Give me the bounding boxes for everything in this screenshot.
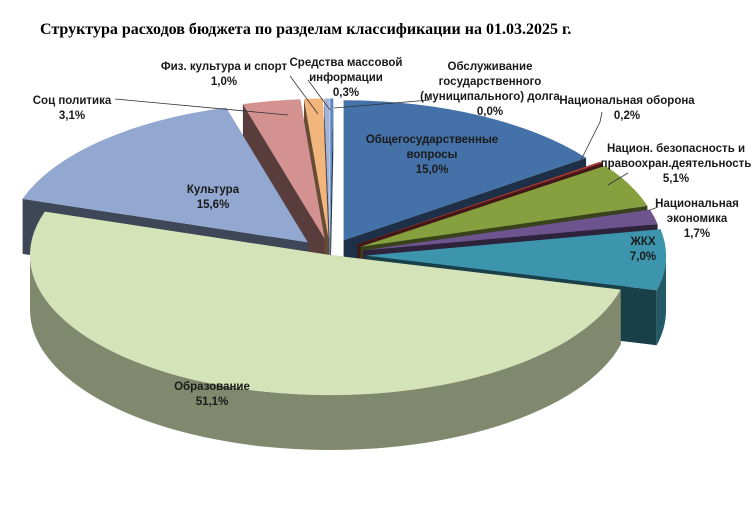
slice-label: Культура 15,6% [187,184,240,211]
slice-value-label: 51,1% [196,396,229,408]
labels-layer: Общегосударственные вопросы 15,0% Националь… [33,57,752,408]
slice-top [242,99,325,239]
slice-rim [29,255,621,451]
chart-title: Структура расходов бюджета по разделам к… [40,21,571,38]
slice-rim [656,255,667,346]
slice-name-label: экономика [667,213,728,225]
slice-label: Образование 51,1% [174,381,250,408]
slice-name-label: государственного [439,76,542,88]
label-leader-line [649,206,659,211]
slice-label: ЖКХ 7,0% [629,236,656,263]
slice-name-label: информации [309,72,383,84]
slice-name-label: Национальная [655,198,739,210]
slice-value-label: 15,6% [197,199,230,211]
pie-slice [29,211,621,451]
slice-name-label: Общегосударственные [366,134,498,146]
slice-value-label: 5,1% [663,173,689,185]
slice-name-label: Соц политика [33,95,112,107]
slice-value-label: 0,3% [333,87,359,99]
label-leader-line [114,98,289,116]
slice-top [29,211,621,396]
slice-value-label: 1,7% [684,228,710,240]
slice-top [343,100,587,241]
slice-name-label: (муниципального) долга [420,91,560,103]
label-leader-line [333,99,431,109]
pie-slice [330,98,334,294]
slice-label: Соц политика 3,1% [33,95,112,122]
slice-name-label: Национальная оборона [559,95,695,107]
slice-side-wall [330,98,334,294]
label-leader-line [289,75,319,115]
slice-label: Общегосударственные вопросы 15,0% [366,134,498,176]
label-leader-line [579,111,603,163]
slice-top [330,98,334,239]
slice-top [304,98,329,239]
slice-value-label: 1,0% [211,76,237,88]
slice-name-label: Физ. культура и спорт [161,61,288,73]
slice-top [365,229,666,291]
slice-name-label: Образование [174,381,250,393]
slice-top [360,165,648,247]
slice-label: Национальная экономика 1,7% [655,198,739,240]
slice-name-label: ЖКХ [629,236,655,248]
slice-value-label: 0,0% [477,106,503,118]
slice-label: Обслуживание государственного (муниципальн… [420,61,560,118]
slice-label: Средства массовой информации 0,3% [290,57,403,99]
slice-label: Национ. безопасность и правоохран.деятель… [601,143,752,185]
label-leader-line [307,79,331,111]
slice-value-label: 15,0% [416,164,449,176]
slice-label: Национальная оборона 0,2% [559,95,695,122]
slice-name-label: вопросы [406,149,457,161]
slice-label: Физ. культура и спорт 1,0% [161,61,288,88]
label-leader-line [607,172,629,186]
slice-name-label: Культура [187,184,240,196]
slice-top [362,209,658,251]
slice-value-label: 7,0% [630,251,656,263]
slice-value-label: 0,2% [614,110,640,122]
slice-name-label: Средства массовой [290,57,403,69]
slice-top [357,161,603,245]
slice-value-label: 3,1% [59,110,85,122]
slice-top [22,107,308,243]
slice-top [324,98,330,239]
slices-layer [22,98,667,451]
slice-name-label: правоохран.деятельность [601,158,752,170]
slice-name-label: Национ. безопасность и [607,143,745,155]
slice-name-label: Обслуживание [448,61,533,73]
